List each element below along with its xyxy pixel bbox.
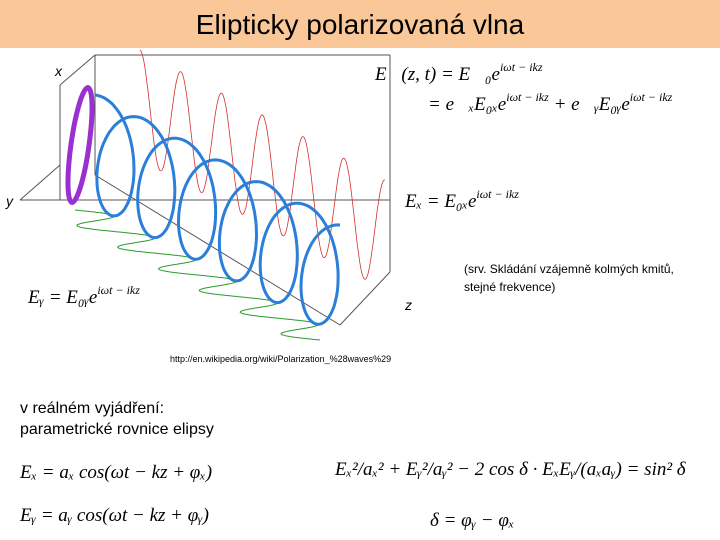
equation: Eᵧ = aᵧ cos(ωt − kz + φᵧ)	[19, 505, 209, 526]
exponent: iωt − ikz	[97, 283, 140, 297]
x-component	[139, 49, 386, 280]
equation: Eₓ = aₓ cos(ωt − kz + φₓ)	[19, 462, 212, 483]
equation-part: E⃗(z, t) = E⃗₀e	[374, 64, 500, 85]
exponent: iωt − ikz	[506, 90, 549, 104]
exponent: iωt − ikz	[500, 60, 543, 74]
title: Elipticky polarizovaná vlna	[196, 9, 525, 40]
equation-part: Eₓ = E₀ₓe	[404, 191, 476, 212]
polarization-ellipse	[65, 85, 95, 205]
exponent: iωt − ikz	[476, 187, 519, 201]
frame	[19, 54, 391, 326]
title-bar	[0, 0, 720, 48]
equation: Eᵧ = E₀ᵧeiωt − ikz	[27, 283, 140, 308]
equation: Eₓ = E₀ₓeiωt − ikz	[404, 187, 519, 212]
axis-label: z	[404, 297, 412, 313]
equation: Eₓ²/aₓ² + Eᵧ²/aᵧ² − 2 cos δ · EₓEᵧ/(aₓaᵧ…	[334, 459, 687, 480]
note: (srv. Skládání vzájemně kolmých kmitů,	[464, 262, 674, 276]
equation: = e⃗ₓE₀ₓeiωt − ikz + e⃗ᵧE₀ᵧeiωt − ikz	[428, 90, 673, 115]
equation-part: = e⃗ₓE₀ₓe	[428, 94, 506, 115]
heading: parametrické rovnice elipsy	[20, 421, 214, 438]
wave-drawing	[74, 49, 386, 341]
heading: v reálném vyjádření:	[20, 400, 164, 417]
note: stejné frekvence)	[464, 280, 555, 294]
helix	[94, 93, 341, 326]
source-url: http://en.wikipedia.org/wiki/Polarizatio…	[170, 354, 391, 364]
equation-part: + e⃗ᵧE₀ᵧe	[549, 94, 630, 115]
equation: δ = φᵧ − φₓ	[430, 510, 514, 531]
y-component	[74, 209, 321, 341]
axis-label: y	[5, 193, 14, 209]
exponent: iωt − ikz	[630, 90, 673, 104]
axis-label: x	[54, 63, 63, 79]
equation-part: Eᵧ = E₀ᵧe	[27, 287, 97, 308]
equation: E⃗(z, t) = E⃗₀eiωt − ikz	[374, 60, 543, 85]
